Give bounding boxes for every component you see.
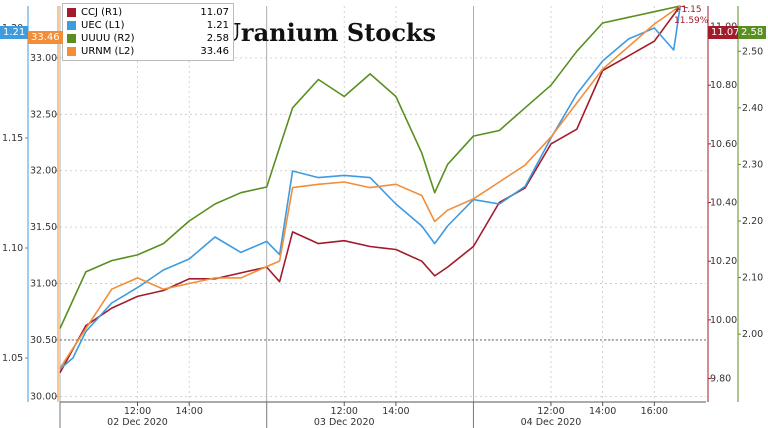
legend-item-uec: UEC (L1) 1.21 <box>67 19 229 32</box>
legend-value-ccj: 11.07 <box>200 7 229 18</box>
x-tick-label-1: 14:00 <box>176 406 203 417</box>
tick-label-r1-10-00: 10.00 <box>710 315 737 326</box>
series-line-urnm-l2 <box>59 5 681 369</box>
legend-label-uec: UEC (L1) <box>81 20 125 31</box>
tick-label-r1-9-80: 9.80 <box>710 374 731 385</box>
plot-area <box>60 6 706 402</box>
x-tick-label-6: 16:00 <box>641 406 668 417</box>
tick-label-r1-10-60: 10.60 <box>710 139 737 150</box>
last-value-tag-r1: 11.07 <box>708 26 743 39</box>
x-tick-label-3: 14:00 <box>382 406 409 417</box>
legend-value-uec: 1.21 <box>206 20 229 31</box>
x-day-label-1: 03 Dec 2020 <box>314 417 375 428</box>
legend-value-uuuu: 2.58 <box>206 33 229 44</box>
tick-label-l2-31-00: 31.00 <box>30 279 57 290</box>
legend-item-ccj: CCJ (R1) 11.07 <box>67 6 229 19</box>
series-line-uuuu-r2 <box>59 5 681 329</box>
tick-label-l1-1-05: 1.05 <box>2 353 23 364</box>
legend-item-uuuu: UUUU (R2) 2.58 <box>67 32 229 45</box>
tick-label-r1-10-80: 10.80 <box>710 80 737 91</box>
x-tick-label-4: 12:00 <box>537 406 564 417</box>
legend-label-uuuu: UUUU (R2) <box>81 33 135 44</box>
chart-title: Uranium Stocks <box>220 18 437 47</box>
x-day-label-2: 04 Dec 2020 <box>521 417 582 428</box>
legend-swatch-uuuu <box>67 34 76 43</box>
tick-label-l2-32-50: 32.50 <box>30 109 57 120</box>
tick-label-l2-30-50: 30.50 <box>30 335 57 346</box>
last-value-tag-r2: 2.58 <box>738 26 767 39</box>
tick-label-l1-1-15: 1.15 <box>2 133 23 144</box>
legend-label-urnm: URNM (L2) <box>81 46 135 57</box>
tick-label-r2-2-50: 2.50 <box>742 46 763 57</box>
tick-label-r1-10-20: 10.20 <box>710 256 737 267</box>
tick-label-r1-10-40: 10.40 <box>710 198 737 209</box>
annotation-change: +1.15 <box>674 5 702 15</box>
x-day-label-0: 02 Dec 2020 <box>107 417 168 428</box>
series-line-uec-l1 <box>59 5 681 370</box>
tick-label-l1-1-10: 1.10 <box>2 243 23 254</box>
legend-swatch-ccj <box>67 8 76 17</box>
tick-label-r2-2-60: 2.60 <box>742 0 763 1</box>
legend-swatch-urnm <box>67 47 76 56</box>
legend-item-urnm: URNM (L2) 33.46 <box>67 45 229 58</box>
tick-label-r2-2-40: 2.40 <box>742 103 763 114</box>
tick-label-r2-2-10: 2.10 <box>742 273 763 284</box>
x-tick-label-2: 12:00 <box>331 406 358 417</box>
last-value-tag-l2: 33.46 <box>28 31 63 44</box>
legend-swatch-uec <box>67 21 76 30</box>
tick-label-l2-30-00: 30.00 <box>30 391 57 402</box>
x-tick-label-0: 12:00 <box>124 406 151 417</box>
tick-label-r2-2-30: 2.30 <box>742 159 763 170</box>
tick-label-r2-2-20: 2.20 <box>742 216 763 227</box>
annotation-connector <box>680 5 689 9</box>
x-tick-label-5: 14:00 <box>589 406 616 417</box>
legend-label-ccj: CCJ (R1) <box>81 7 123 18</box>
legend-value-urnm: 33.46 <box>200 46 229 57</box>
tick-label-l2-32-00: 32.00 <box>30 166 57 177</box>
tick-label-r2-2-00: 2.00 <box>742 329 763 340</box>
last-value-tag-l1: 1.21 <box>0 26 29 39</box>
tick-label-l2-31-50: 31.50 <box>30 222 57 233</box>
legend: CCJ (R1) 11.07 UEC (L1) 1.21 UUUU (R2) 2… <box>62 3 234 61</box>
tick-label-l2-33-00: 33.00 <box>30 53 57 64</box>
annotation-pct: 11.59% <box>674 16 709 26</box>
